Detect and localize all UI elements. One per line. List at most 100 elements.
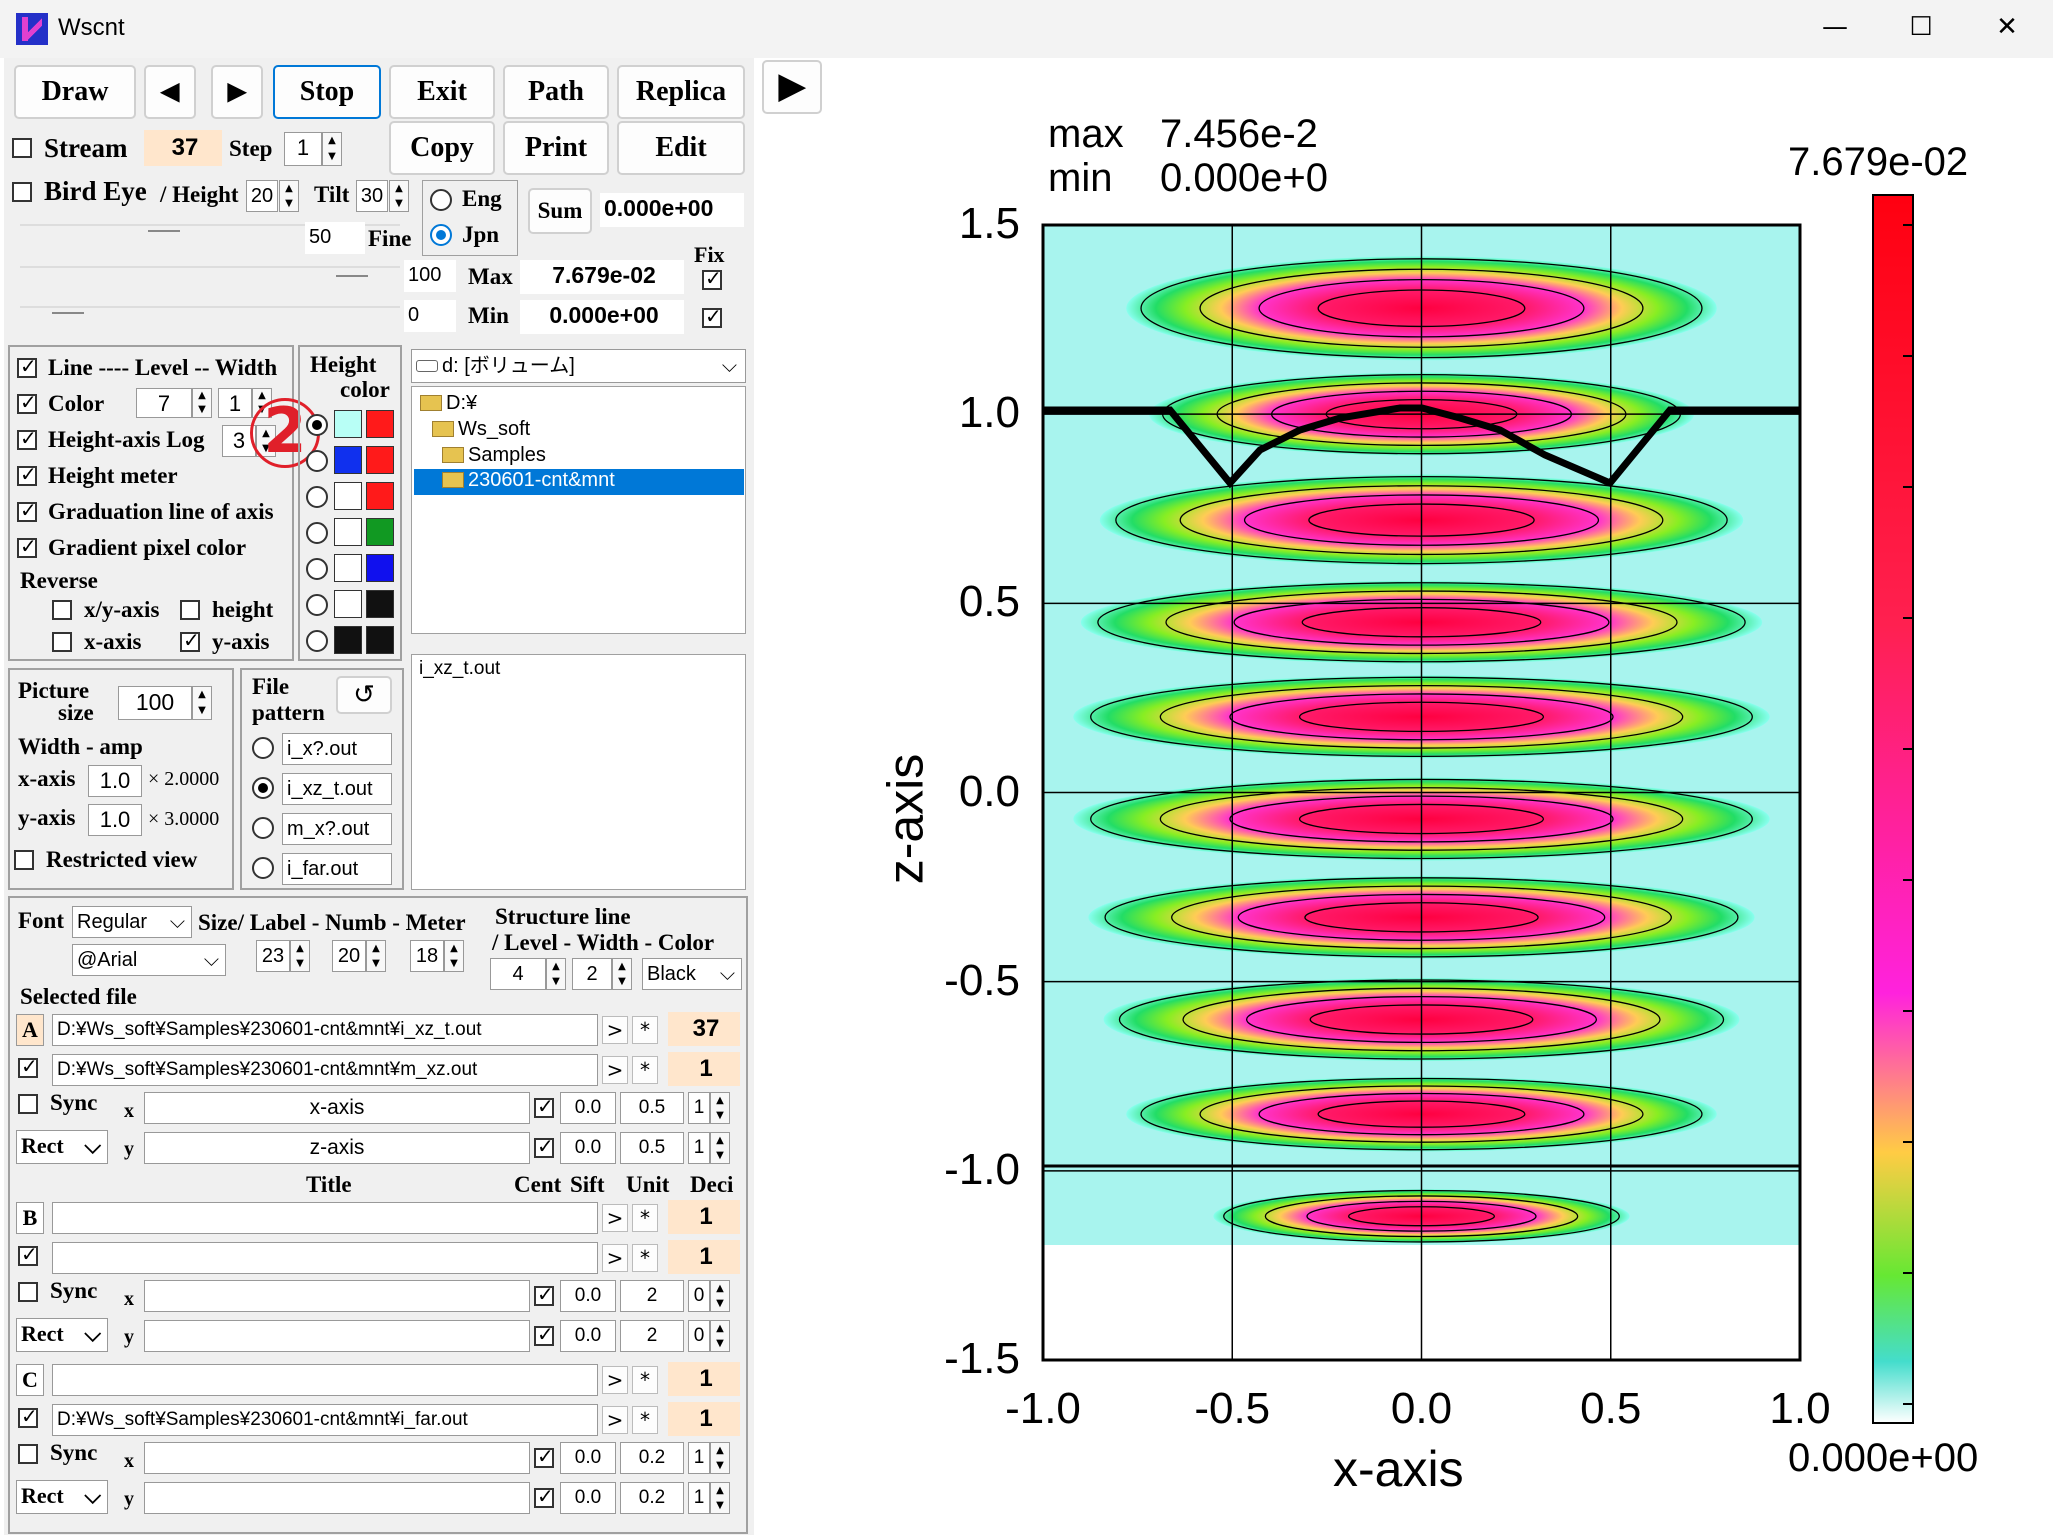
path-button[interactable]: Path [503,65,609,119]
file-b-next-button[interactable]: > [602,1204,628,1232]
file-a-path[interactable]: D:¥Ws_soft¥Samples¥230601-cnt&mnt¥i_xz_t… [52,1014,598,1046]
reverse-height-checkbox[interactable] [180,600,200,620]
file-c2-checkbox[interactable] [18,1404,38,1428]
y-title-input[interactable]: z-axis [144,1132,530,1164]
shape-select[interactable]: Rect ⌵ [16,1318,108,1352]
height-input[interactable]: 20 [246,180,278,212]
file-a2-path[interactable]: D:¥Ws_soft¥Samples¥230601-cnt&mnt¥m_xz.o… [52,1054,598,1086]
color-level-spinner[interactable]: ▲ ▼ [192,388,212,418]
x-enable-checkbox[interactable] [534,1444,554,1468]
structure-level-spinner[interactable]: ▲ ▼ [546,958,566,990]
structure-width-input[interactable]: 2 [572,958,612,990]
copy-button[interactable]: Copy [389,121,495,175]
pattern-option[interactable]: m_x?.out [282,813,392,845]
stream-checkbox[interactable] [12,138,32,158]
x-cent-input[interactable]: 0.0 [560,1442,616,1474]
meter-size-spinner[interactable]: ▲ ▼ [444,940,464,972]
x-title-input[interactable]: x-axis [144,1092,530,1124]
numb-size-input[interactable]: 20 [332,940,366,972]
height-axis-log-checkbox[interactable] [17,426,37,450]
numb-size-spinner[interactable]: ▲ ▼ [366,940,386,972]
stop-button[interactable]: Stop [273,65,381,119]
eng-radio[interactable] [430,189,452,211]
high-color-swatch[interactable] [366,482,394,510]
file-b2-next-button[interactable]: > [602,1244,628,1272]
high-color-swatch[interactable] [366,626,394,654]
file-b2-star-button[interactable]: * [632,1244,658,1272]
x-deci-input[interactable]: 1 [688,1092,710,1124]
high-color-swatch[interactable] [366,590,394,618]
pattern-radio[interactable] [252,857,274,879]
refresh-button[interactable]: ↺ [336,676,392,714]
tree-item-ws-soft[interactable]: Ws_soft [432,418,530,441]
x-deci-spinner[interactable]: ▲ ▼ [710,1092,730,1124]
file-b2-checkbox[interactable] [18,1242,38,1266]
height-meter-checkbox[interactable] [17,462,37,486]
meter-size-input[interactable]: 18 [410,940,444,972]
file-a2-next-button[interactable]: > [602,1056,628,1084]
picture-size-input[interactable]: 100 [118,686,192,720]
tilt-spinner[interactable]: ▲ ▼ [389,180,409,212]
y-deci-spinner[interactable]: ▲ ▼ [710,1482,730,1514]
max-slider-thumb[interactable] [336,275,368,277]
y-title-input[interactable] [144,1482,530,1514]
file-a-star-button[interactable]: * [632,1016,658,1044]
structure-level-input[interactable]: 4 [490,958,546,990]
pattern-radio[interactable] [252,777,274,799]
low-color-swatch[interactable] [334,518,362,546]
font-face-select[interactable]: @Arial ⌵ [72,944,226,976]
height-color-radio[interactable] [306,486,328,508]
y-unit-input[interactable]: 2 [620,1320,684,1352]
color-checkbox[interactable] [17,390,37,414]
file-list-item[interactable]: i_xz_t.out [419,658,501,679]
y-deci-spinner[interactable]: ▲ ▼ [710,1132,730,1164]
fine-input[interactable]: 50 [305,222,365,254]
x-amp-input[interactable]: 1.0 [88,765,142,797]
sync-checkbox[interactable] [18,1282,38,1302]
max-slider-track[interactable] [20,266,400,268]
height-color-radio[interactable] [306,414,328,436]
gradient-checkbox[interactable] [17,534,37,558]
label-size-input[interactable]: 23 [256,940,290,972]
structure-width-spinner[interactable]: ▲ ▼ [612,958,632,990]
pattern-option[interactable]: i_x?.out [282,733,392,765]
x-title-input[interactable] [144,1280,530,1312]
sum-button[interactable]: Sum [528,188,592,234]
y-deci-spinner[interactable]: ▲ ▼ [710,1320,730,1352]
reverse-y-checkbox[interactable] [180,628,200,652]
folder-tree[interactable] [411,386,746,634]
drive-select[interactable]: d: [ボリューム] ⌵ [411,349,746,383]
fix-min-checkbox[interactable] [702,304,722,328]
high-color-swatch[interactable] [366,518,394,546]
file-a2-star-button[interactable]: * [632,1056,658,1084]
tree-item-samples[interactable]: Samples [442,444,546,467]
maximize-button[interactable]: ☐ [1909,12,1933,42]
sync-checkbox[interactable] [18,1444,38,1464]
color-width-input[interactable]: 1 [218,388,252,418]
shape-select[interactable]: Rect ⌵ [16,1480,108,1514]
height-color-radio[interactable] [306,450,328,472]
x-deci-input[interactable]: 0 [688,1280,710,1312]
tilt-input[interactable]: 30 [356,180,388,212]
pattern-option[interactable]: i_xz_t.out [282,773,392,805]
picture-size-spinner[interactable]: ▲ ▼ [192,686,212,720]
file-c-path[interactable] [52,1364,598,1396]
file-b2-path[interactable] [52,1242,598,1274]
height-color-radio[interactable] [306,522,328,544]
structure-color-select[interactable]: Black ⌵ [642,958,742,990]
low-color-swatch[interactable] [334,554,362,582]
height-color-radio[interactable] [306,594,328,616]
fine-slider-thumb[interactable] [148,230,180,232]
sync-checkbox[interactable] [18,1094,38,1114]
reverse-x-checkbox[interactable] [52,632,72,652]
exit-button[interactable]: Exit [389,65,495,119]
x-unit-input[interactable]: 2 [620,1280,684,1312]
high-color-swatch[interactable] [366,446,394,474]
pattern-radio[interactable] [252,737,274,759]
x-cent-input[interactable]: 0.0 [560,1092,616,1124]
y-enable-checkbox[interactable] [534,1484,554,1508]
height-color-radio[interactable] [306,558,328,580]
y-deci-input[interactable]: 1 [688,1482,710,1514]
tree-item-230601[interactable]: 230601-cnt&mnt [414,469,744,495]
edit-button[interactable]: Edit [617,121,745,175]
